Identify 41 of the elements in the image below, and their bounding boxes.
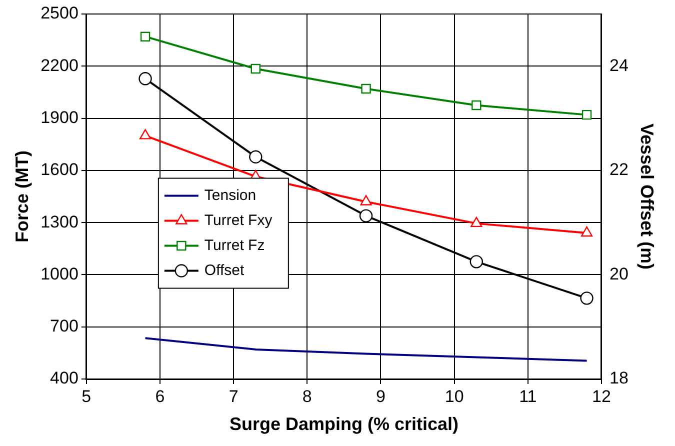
legend-label: Turret Fz bbox=[204, 236, 265, 254]
x-tick-label: 7 bbox=[228, 386, 238, 406]
x-axis-title: Surge Damping (% critical) bbox=[229, 414, 458, 434]
y-tick-label: 2200 bbox=[40, 56, 78, 75]
point bbox=[360, 195, 372, 206]
y2-axis-title: Vessel Offset (m) bbox=[637, 123, 658, 270]
y-tick-label: 1000 bbox=[40, 264, 78, 284]
y-tick-label: 1900 bbox=[40, 108, 78, 127]
x-tick-label: 5 bbox=[82, 386, 92, 406]
y-tick-label: 2500 bbox=[40, 4, 78, 23]
point bbox=[472, 100, 482, 110]
point bbox=[359, 209, 373, 222]
y2-tick-label: 20 bbox=[609, 264, 628, 284]
point bbox=[582, 110, 592, 120]
x-tick-label: 9 bbox=[376, 386, 386, 406]
point bbox=[140, 32, 150, 42]
x-tick-label: 11 bbox=[519, 386, 537, 406]
y-axis-title: Force (MT) bbox=[12, 150, 32, 242]
x-tick-label: 10 bbox=[444, 386, 464, 406]
legend-label: Tension bbox=[204, 186, 256, 204]
point bbox=[139, 129, 152, 140]
y-tick-label: 700 bbox=[50, 316, 78, 336]
y2-tick-label: 24 bbox=[609, 56, 628, 75]
legend-label: Turret Fxy bbox=[204, 212, 273, 229]
y2-tick-label: 22 bbox=[609, 160, 628, 180]
point bbox=[138, 72, 152, 86]
x-tick-label: 12 bbox=[592, 386, 611, 406]
x-tick-label: 6 bbox=[155, 386, 165, 406]
point bbox=[580, 292, 594, 305]
y-tick-label: 400 bbox=[50, 368, 78, 388]
legend-label: Offset bbox=[204, 262, 245, 279]
point bbox=[580, 226, 593, 237]
point bbox=[250, 64, 260, 74]
point bbox=[249, 150, 262, 164]
y-tick-label: 1300 bbox=[40, 212, 78, 232]
point bbox=[470, 216, 482, 228]
y2-tick-label: 18 bbox=[609, 368, 628, 388]
point bbox=[470, 255, 483, 268]
x-tick-label: 8 bbox=[302, 386, 312, 406]
point bbox=[361, 84, 371, 94]
y-tick-label: 1600 bbox=[40, 160, 78, 180]
